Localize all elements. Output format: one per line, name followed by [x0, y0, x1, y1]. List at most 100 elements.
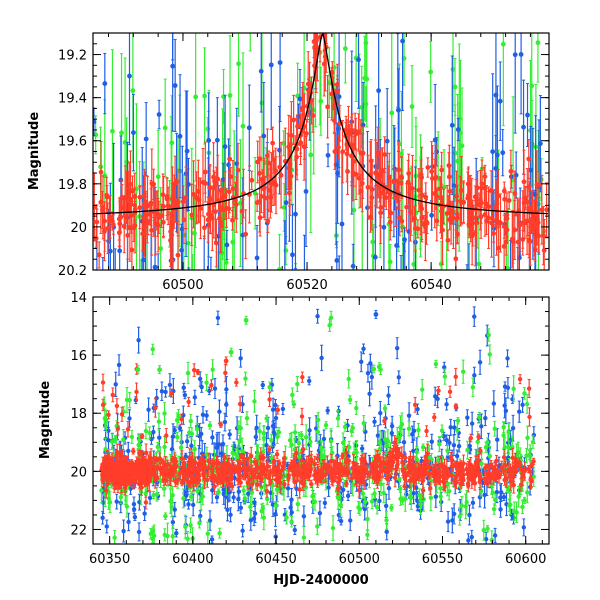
bottom-data-point — [365, 529, 370, 541]
bottom-data-point — [260, 502, 266, 514]
bottom-data-point — [270, 397, 276, 422]
bottom-x-axis-label: HJD-2400000 — [273, 573, 368, 588]
top-data-point — [209, 185, 215, 252]
bottom-data-point — [410, 425, 415, 443]
bottom-data-point — [112, 529, 117, 544]
top-data-point — [317, 33, 323, 126]
bottom-data-point — [183, 514, 188, 539]
top-data-point — [535, 33, 541, 83]
top-data-point — [541, 219, 547, 270]
top-data-point — [248, 33, 252, 52]
bottom-data-point — [299, 431, 304, 440]
bottom-data-point — [505, 377, 511, 399]
bottom-data-point — [216, 488, 221, 496]
top-data-point — [230, 210, 235, 231]
bottom-data-point — [477, 349, 483, 375]
bottom-data-point — [132, 513, 138, 522]
bottom-data-point — [525, 425, 530, 450]
top-data-point — [191, 160, 196, 229]
bottom-data-point — [276, 427, 282, 438]
top-data-point — [294, 263, 298, 270]
top-data-point — [170, 33, 176, 132]
bottom-data-point — [522, 496, 527, 504]
bottom-data-point — [191, 363, 197, 377]
x-tick-label: 60600 — [505, 552, 546, 567]
bottom-data-point — [106, 421, 111, 440]
bottom-data-point — [527, 407, 532, 427]
bottom-data-point — [444, 398, 449, 411]
bottom-data-point — [359, 351, 364, 373]
bottom-data-point — [238, 349, 243, 368]
top-data-point — [429, 199, 435, 231]
bottom-data-point — [507, 483, 512, 501]
bottom-data-point — [169, 496, 174, 518]
top-data-point — [140, 216, 146, 252]
bottom-data-point — [455, 419, 460, 441]
bottom-data-point — [272, 422, 277, 446]
bottom-data-point — [217, 527, 222, 539]
bottom-data-point — [170, 525, 175, 544]
bottom-data-point — [110, 387, 115, 403]
bottom-data-point — [183, 452, 188, 460]
bottom-data-point — [447, 385, 453, 398]
bottom-data-point — [495, 428, 500, 452]
top-data-point — [343, 0, 348, 21]
top-data-point — [102, 52, 108, 115]
bottom-data-point — [243, 371, 248, 386]
bottom-data-point — [188, 492, 194, 502]
bottom-data-point — [384, 510, 389, 530]
top-data-point — [291, 94, 297, 146]
bottom-data-point — [310, 484, 315, 509]
bottom-data-point — [315, 419, 321, 444]
bottom-data-point — [367, 381, 372, 407]
bottom-data-point — [162, 402, 167, 425]
top-data-point — [96, 241, 102, 269]
bottom-data-point — [306, 376, 312, 386]
y-tick-label: 20.2 — [58, 264, 87, 279]
bottom-data-point — [252, 497, 257, 508]
top-data-point — [281, 183, 287, 232]
top-data-point — [93, 228, 99, 248]
top-data-point — [224, 229, 230, 260]
x-tick-label: 60450 — [255, 552, 296, 567]
top-data-point — [124, 170, 129, 225]
top-data-point — [525, 83, 530, 148]
top-data-point — [439, 151, 445, 188]
bottom-y-axis-label: Magnitude — [38, 381, 53, 460]
top-data-point — [288, 101, 294, 170]
bottom-data-point — [382, 431, 388, 448]
top-data-point — [202, 235, 206, 270]
bottom-data-point — [436, 386, 441, 396]
bottom-data-point — [347, 395, 353, 405]
bottom-data-point — [236, 485, 242, 498]
bottom-data-point — [241, 485, 246, 496]
bottom-data-point — [419, 379, 425, 401]
bottom-data-point — [106, 487, 111, 510]
x-tick-label: 60520 — [286, 278, 327, 293]
top-data-point — [227, 35, 233, 156]
top-data-point — [155, 190, 161, 237]
top-data-point — [131, 93, 136, 172]
bottom-data-point — [365, 363, 371, 383]
top-data-point — [465, 166, 471, 225]
bottom-data-point — [411, 420, 417, 441]
bottom-data-point — [212, 378, 218, 400]
bottom-data-point — [280, 402, 286, 415]
bottom-data-point — [317, 500, 323, 526]
bottom-data-point — [477, 411, 482, 423]
bottom-data-point — [267, 391, 272, 407]
bottom-data-point — [157, 428, 162, 448]
top-data-point — [400, 33, 405, 112]
bottom-data-point — [501, 421, 506, 433]
bottom-data-point — [126, 512, 131, 532]
top-data-point — [314, 33, 318, 34]
model-fit-curve — [93, 33, 549, 215]
bottom-data-point — [204, 374, 209, 392]
top-data-point — [507, 308, 512, 333]
bottom-outlier-point — [243, 315, 249, 325]
bottom-data-point — [121, 519, 126, 543]
y-tick-label: 20 — [70, 221, 87, 236]
bottom-data-point — [165, 522, 170, 544]
bottom-data-point — [197, 371, 203, 387]
top-data-point — [110, 214, 116, 235]
